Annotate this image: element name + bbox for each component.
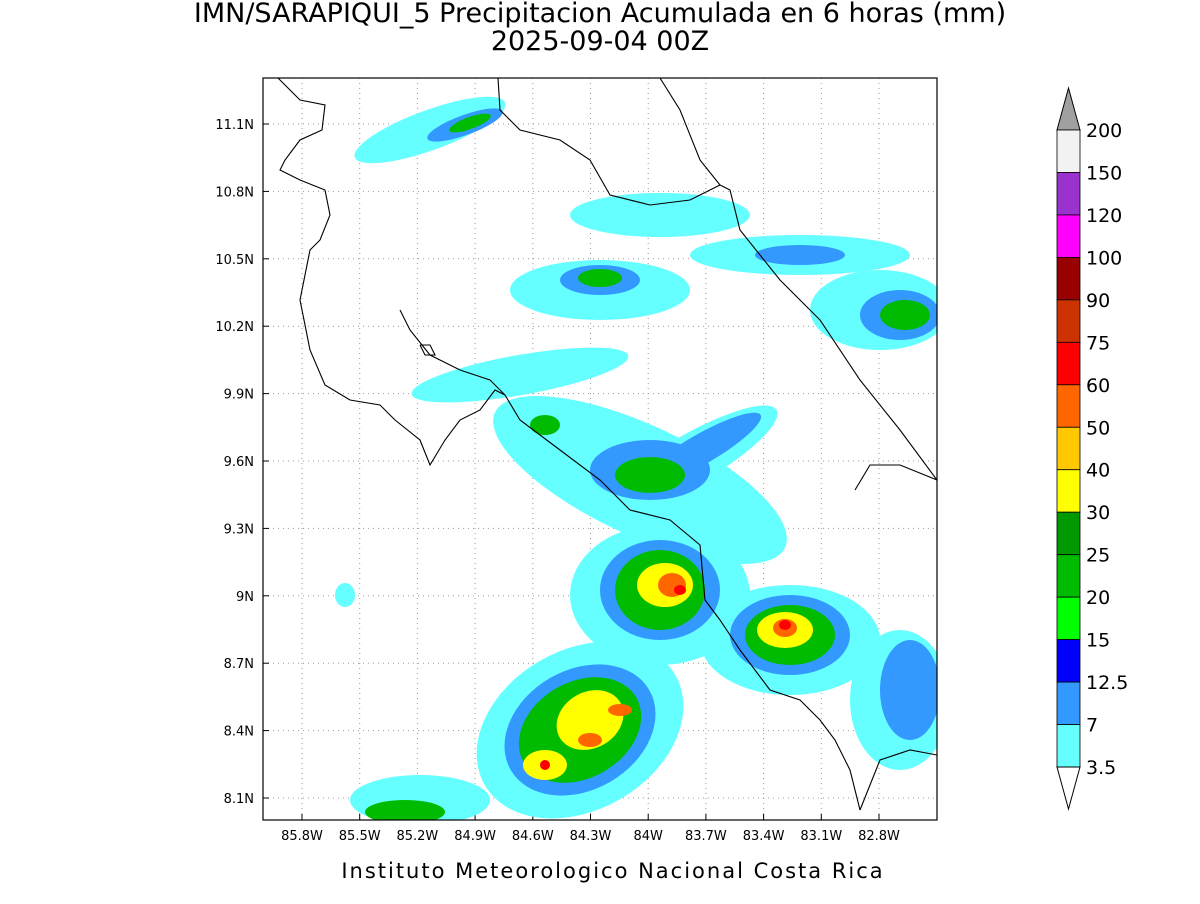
lon-label: 84.9W — [454, 829, 496, 844]
colorbar-band — [1056, 341, 1081, 386]
colorbar-label: 200 — [1086, 120, 1122, 142]
lon-label: 85.2W — [396, 829, 438, 844]
lat-label: 10.8N — [215, 185, 254, 200]
colorbar-band — [1056, 172, 1081, 216]
lat-label: 9.9N — [224, 388, 254, 403]
colorbar-label: 15 — [1086, 630, 1110, 652]
lon-label: 84W — [633, 829, 663, 844]
colorbar-label: 25 — [1086, 545, 1110, 567]
colorbar-label: 60 — [1086, 375, 1110, 397]
colorbar-band — [1056, 596, 1081, 641]
colorbar-label: 12.5 — [1086, 672, 1128, 694]
lon-label: 83.7W — [685, 829, 727, 844]
lat-label: 9.3N — [224, 522, 254, 537]
lon-label: 83.4W — [743, 829, 785, 844]
colorbar-band — [1056, 129, 1081, 173]
colorbar-label: 75 — [1086, 332, 1110, 354]
colorbar-band — [1056, 724, 1081, 768]
precipitation-field — [277, 78, 937, 820]
lat-label: 8.1N — [224, 792, 254, 807]
colorbar-label: 30 — [1086, 502, 1110, 524]
lon-label: 85.8W — [281, 829, 323, 844]
colorbar-over — [1056, 86, 1081, 131]
colorbar-band — [1056, 681, 1081, 725]
colorbar-band — [1056, 426, 1081, 471]
colorbar-label: 7 — [1086, 715, 1098, 737]
colorbar-band — [1056, 511, 1081, 556]
footer: Instituto Meteorologico Nacional Costa R… — [341, 859, 884, 883]
lon-label: 85.5W — [339, 829, 381, 844]
colorbar-band — [1056, 639, 1081, 683]
colorbar-label: 90 — [1086, 290, 1110, 312]
lat-label: 8.4N — [224, 725, 254, 740]
colorbar-label: 3.5 — [1086, 757, 1116, 779]
colorbar-band — [1056, 469, 1081, 513]
colorbar-label: 40 — [1086, 460, 1110, 482]
lat-label: 11.1N — [215, 118, 254, 133]
colorbar-label: 120 — [1086, 205, 1122, 227]
lat-label: 10.5N — [215, 253, 254, 268]
lon-label: 83.1W — [800, 829, 842, 844]
colorbar-band — [1056, 256, 1081, 301]
map-title: IMN/SARAPIQUI_5 Precipitacion Acumulada … — [194, 0, 1006, 29]
colorbar-band — [1056, 554, 1081, 598]
lon-label: 84.6W — [512, 829, 554, 844]
lat-label: 10.2N — [215, 320, 254, 335]
lon-label: 82.8W — [858, 829, 900, 844]
colorbar-label: 100 — [1086, 247, 1122, 269]
colorbar: 200 150 120 100 90 75 60 50 40 30 25 20 15 12.5 7 3.5 — [1056, 86, 1128, 811]
lat-label: 8.7N — [224, 657, 254, 672]
lat-label: 9.6N — [224, 455, 254, 470]
colorbar-band — [1056, 384, 1081, 428]
colorbar-label: 150 — [1086, 162, 1122, 184]
colorbar-label: 50 — [1086, 417, 1110, 439]
colorbar-under — [1056, 766, 1081, 811]
colorbar-band — [1056, 299, 1081, 343]
colorbar-label: 20 — [1086, 587, 1110, 609]
map-subtitle: 2025-09-04 00Z — [491, 26, 709, 57]
map-frame — [262, 77, 938, 821]
colorbar-band — [1056, 214, 1081, 258]
lat-label: 9N — [236, 590, 254, 605]
lon-label: 84.3W — [570, 829, 612, 844]
